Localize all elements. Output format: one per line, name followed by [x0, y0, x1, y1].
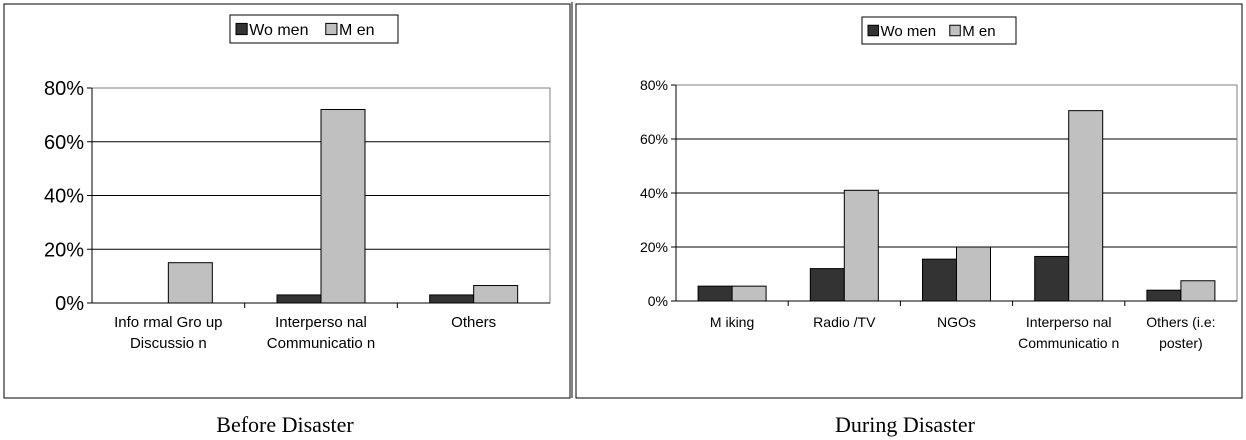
men-bar [843, 189, 879, 302]
legend-swatch-women [867, 24, 879, 37]
men-bar [956, 246, 991, 302]
x-category-label: Radio /TV [813, 314, 876, 330]
x-category-label: Discussio n [130, 335, 207, 352]
x-category-label: Interperso nal [275, 314, 367, 331]
women-bar [697, 285, 733, 302]
legend-box [229, 14, 399, 44]
x-category-label: NGOs [937, 314, 976, 330]
x-category-label: poster) [1159, 335, 1203, 351]
x-category-label: Communicatio n [1018, 335, 1119, 351]
x-category-label: Info rmal Gro up [114, 314, 222, 331]
men-bar [1180, 280, 1216, 302]
x-category-label: M iking [710, 314, 754, 330]
y-tick-label: 60% [640, 131, 668, 147]
x-category-label: Others [451, 314, 496, 331]
y-tick-label: 0% [648, 293, 668, 309]
y-tick-label: 0% [55, 293, 84, 315]
women-bar [809, 268, 845, 302]
x-category-label: Interperso nal [1026, 314, 1112, 330]
chart-border [575, 3, 1243, 399]
men-bar [167, 262, 213, 304]
y-tick-label: 80% [640, 77, 668, 93]
women-bar [1034, 255, 1070, 302]
caption-during-disaster: During Disaster [835, 412, 976, 437]
men-bar [1068, 110, 1104, 302]
y-tick-label: 20% [640, 239, 668, 255]
x-category-label: Others (i.e: [1146, 314, 1215, 330]
y-tick-label: 60% [44, 132, 84, 154]
legend-label-women: Wo men [249, 22, 308, 39]
legend-box [861, 16, 1017, 45]
women-bar [276, 294, 322, 304]
women-bar [1146, 289, 1182, 302]
y-tick-label: 40% [44, 186, 84, 208]
x-category-label: Communicatio n [267, 335, 375, 352]
y-tick-label: 80% [44, 78, 84, 100]
legend-label-men: M en [962, 23, 995, 40]
women-bar [922, 258, 957, 302]
y-tick-label: 40% [640, 185, 668, 201]
caption-before-disaster: Before Disaster [216, 412, 354, 437]
women-bar [429, 294, 475, 304]
during-disaster-chart: 0% 20% 40% 60% 80% M iking Radio /TV NGOs Interp… [575, 3, 1243, 437]
men-bar [473, 285, 519, 304]
legend-swatch-men [325, 22, 338, 36]
chart-border [3, 3, 571, 399]
men-bar [320, 109, 366, 304]
men-bar [731, 285, 767, 302]
legend-label-women: Wo men [881, 23, 937, 40]
legend-swatch-men [949, 24, 961, 37]
y-tick-label: 20% [44, 239, 84, 261]
before-disaster-chart: 0% 20% 40% 60% 80% Info rmal Gro up Discussio … [3, 3, 571, 437]
legend-swatch-women [235, 22, 248, 36]
legend-label-men: M en [339, 22, 375, 39]
